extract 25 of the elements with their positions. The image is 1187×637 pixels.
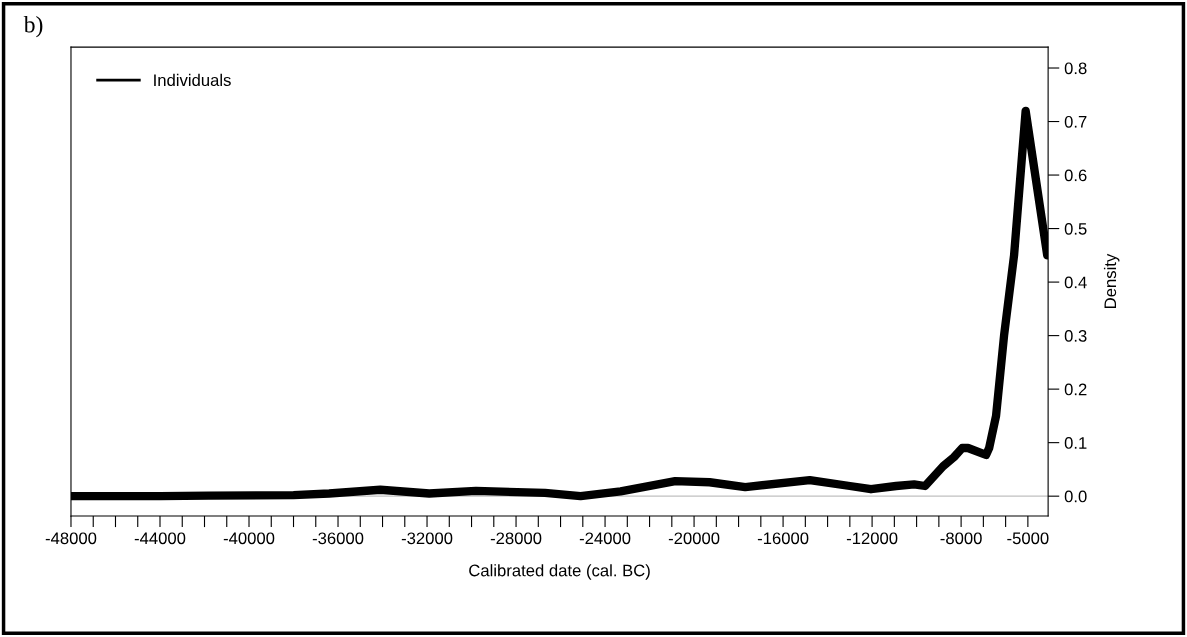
- y-tick-label: 0.2: [1064, 383, 1087, 396]
- y-tick-label: 0.4: [1064, 276, 1087, 289]
- x-tick-label: -8000: [940, 532, 982, 545]
- y-axis-title: Density: [1103, 253, 1120, 308]
- x-tick-label: -32000: [401, 532, 453, 545]
- x-tick-label: -28000: [490, 532, 542, 545]
- x-axis-title: Calibrated date (cal. BC): [469, 564, 650, 580]
- x-tick-label: -36000: [312, 532, 364, 545]
- legend-label: Individuals: [154, 73, 231, 87]
- y-tick-label: 0.7: [1064, 115, 1087, 128]
- x-tick-label: -44000: [134, 532, 186, 545]
- chart-title: b): [23, 15, 43, 38]
- y-tick-label: 0.0: [1064, 490, 1087, 503]
- x-tick-label: -48000: [45, 532, 97, 545]
- x-tick-label: -5000: [1007, 532, 1049, 545]
- x-tick-label: -12000: [846, 532, 898, 545]
- x-tick-label: -40000: [223, 532, 275, 545]
- x-tick-label: -24000: [579, 532, 631, 545]
- y-tick-label: 0.3: [1064, 330, 1087, 342]
- x-tick-label: -16000: [757, 532, 809, 545]
- x-tick-label: -20000: [668, 532, 720, 545]
- y-tick-label: 0.1: [1064, 437, 1087, 449]
- y-tick-label: 0.8: [1064, 62, 1087, 75]
- y-tick-label: 0.5: [1064, 222, 1087, 235]
- y-tick-label: 0.6: [1064, 169, 1087, 182]
